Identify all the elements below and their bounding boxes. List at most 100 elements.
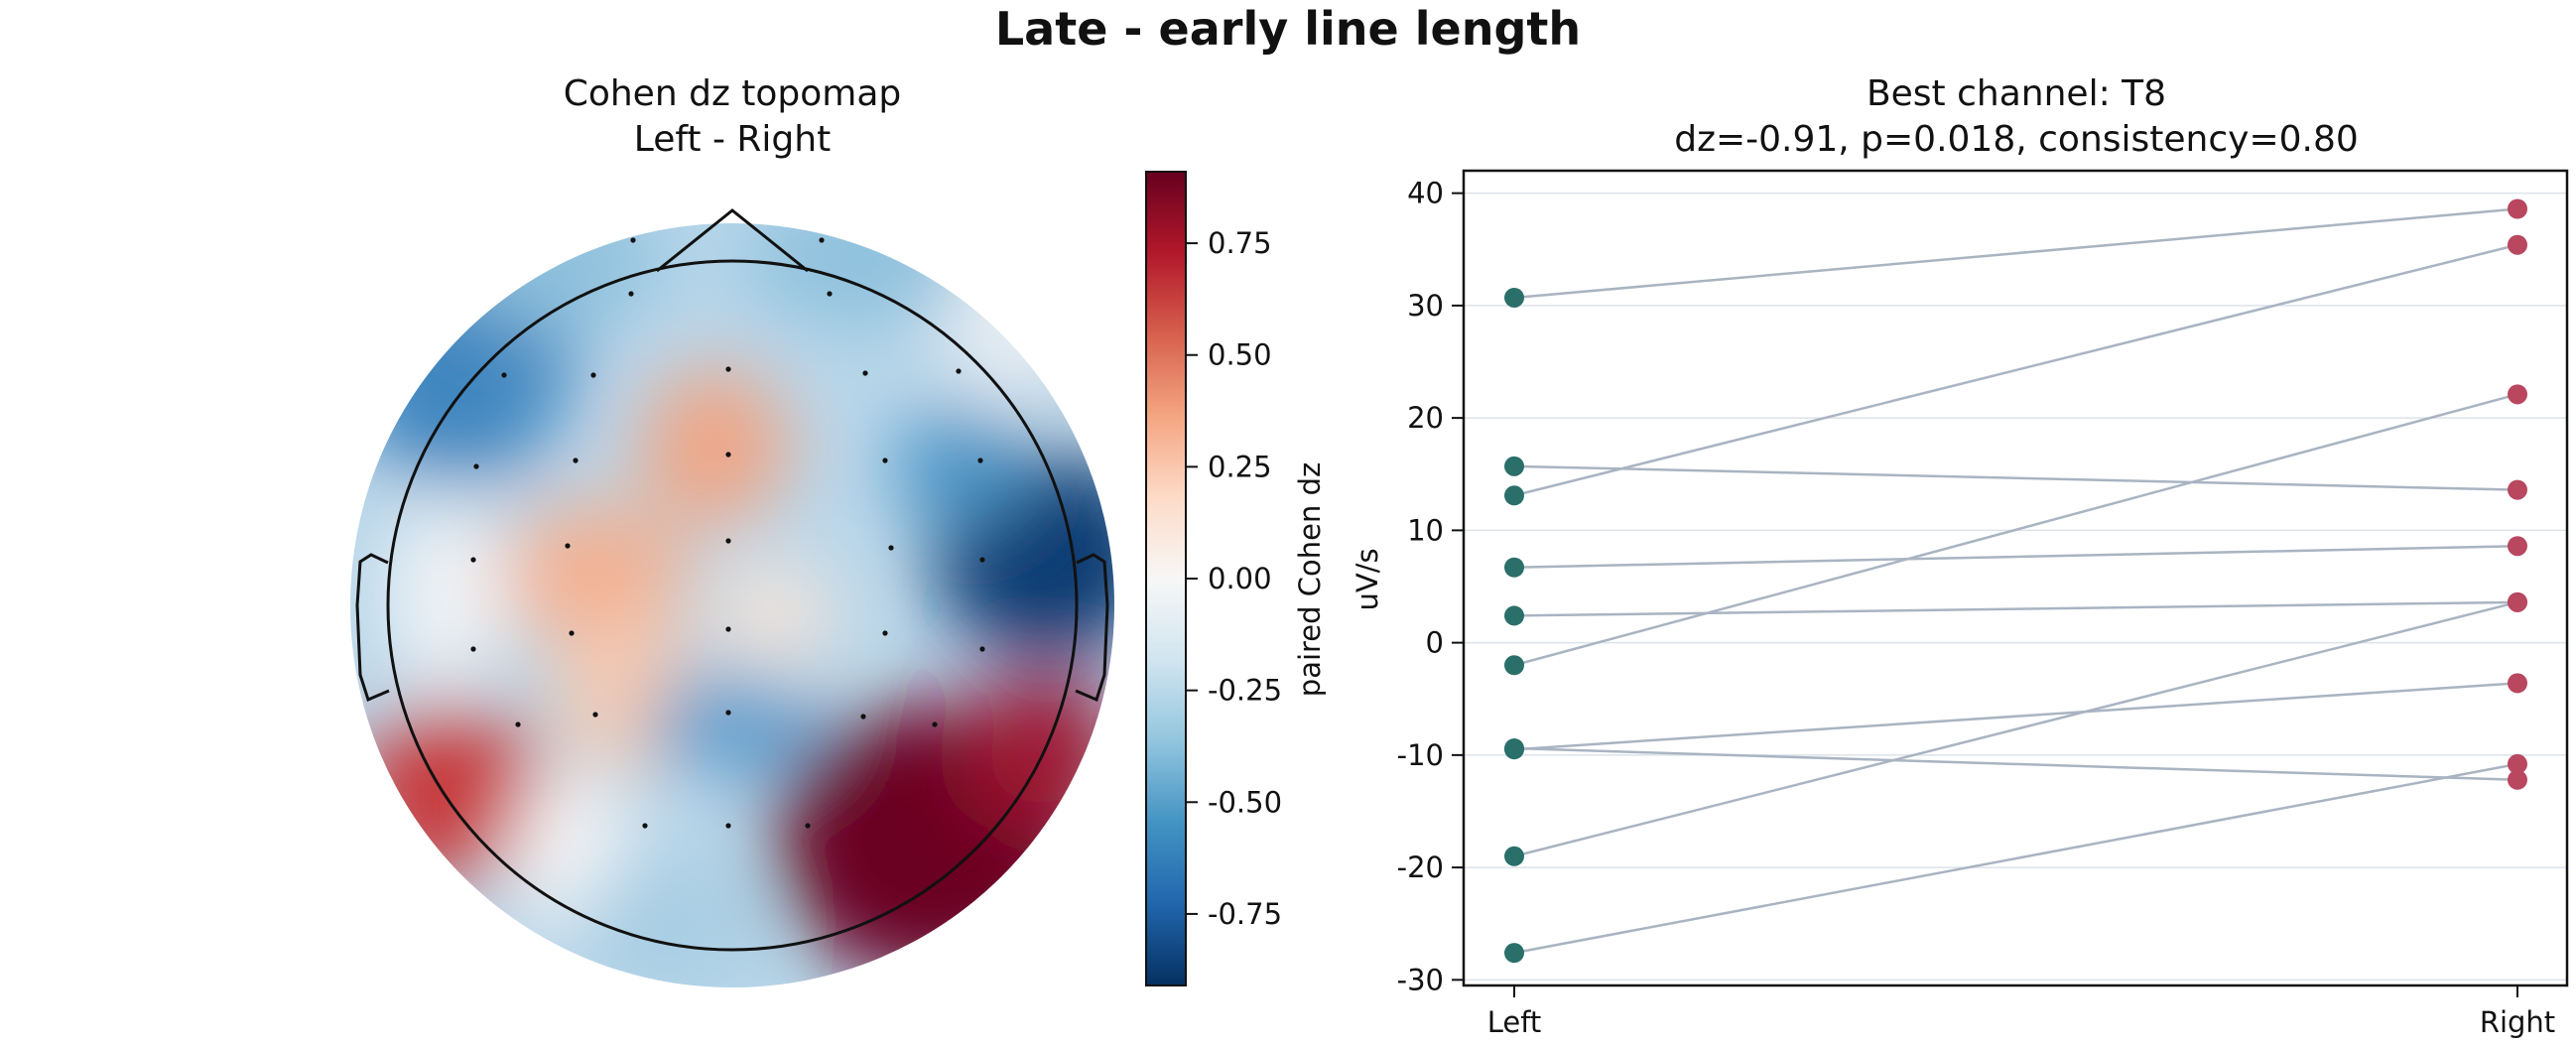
sensor-dot [827, 291, 833, 297]
plot-frame [1462, 169, 2569, 987]
left-point [1504, 287, 1524, 308]
y-axis-ticks: 40 30 20 10 0 -10 -20 -30 [1397, 177, 1464, 996]
x-tick-label: Right [2480, 1005, 2555, 1039]
sensor-dot [470, 646, 476, 652]
colorbar [1145, 171, 1187, 986]
right-point [2508, 591, 2527, 612]
left-point [1504, 605, 1524, 626]
left-point [1504, 655, 1524, 676]
colorbar-tick-label: 0.75 [1208, 226, 1272, 260]
left-ear-outline [355, 553, 390, 703]
sensor-dot [642, 823, 648, 829]
colorbar-tick-label: -0.75 [1208, 897, 1282, 931]
y-tick-label: 40 [1407, 177, 1444, 210]
sensor-dot [819, 237, 825, 243]
y-tick-label: -10 [1397, 738, 1444, 772]
colorbar-tick-label: 0.50 [1208, 338, 1272, 372]
subject-line [1513, 600, 2518, 857]
sensor-dot [979, 646, 985, 652]
left-point [1504, 846, 1524, 866]
subject-line [1513, 682, 2518, 751]
right-point [2508, 753, 2527, 774]
colorbar-ticks: 0.75 0.50 0.25 0.00 -0.25 -0.50 -0.75 [1186, 226, 1282, 931]
sensor-dot [630, 237, 636, 243]
sensor-dot [882, 458, 888, 463]
subject-line [1513, 544, 2518, 569]
left-point [1504, 943, 1524, 964]
subject-line [1513, 393, 2518, 667]
subject-line [1513, 600, 2518, 617]
sensor-dot [932, 721, 938, 727]
x-tick-label: Left [1487, 1005, 1542, 1039]
x-axis-ticks: Left Right [1487, 985, 2555, 1039]
colorbar-tick-label: -0.50 [1208, 785, 1282, 819]
y-tick-label: 30 [1407, 289, 1444, 323]
sensor-dot [725, 452, 731, 458]
sensor-dot [573, 458, 579, 463]
sensor-dot [515, 721, 521, 727]
sensor-dot [590, 372, 596, 378]
sensor-dot [569, 630, 575, 636]
sensor-dot [979, 557, 985, 563]
subject-line [1513, 243, 2518, 497]
sensor-dot [501, 372, 507, 378]
subject-line [1513, 207, 2518, 300]
right-point [2508, 769, 2527, 790]
sensor-dot [862, 370, 868, 376]
sensor-dot [725, 823, 731, 829]
topomap-title: Cohen dz topomap [564, 73, 902, 114]
sensor-dot [725, 538, 731, 544]
colorbar-label: paired Cohen dz [1293, 462, 1327, 697]
paired-lines [1513, 207, 2518, 955]
colorbar-tick-label: -0.25 [1208, 674, 1282, 708]
sensor-dot [882, 630, 888, 636]
right-points [2508, 198, 2527, 790]
y-tick-label: 0 [1426, 626, 1444, 660]
y-tick-label: 20 [1407, 401, 1444, 435]
sensor-dot [977, 458, 983, 463]
figure-title: Late - early line length [995, 2, 1581, 56]
colorbar-tick-label: 0.25 [1208, 450, 1272, 483]
left-point [1504, 485, 1524, 506]
topomap-subtitle: Left - Right [634, 119, 831, 160]
right-point [2508, 479, 2527, 500]
y-tick-label: -30 [1397, 963, 1444, 996]
y-tick-label: 10 [1407, 513, 1444, 547]
left-point [1504, 557, 1524, 578]
left-point [1504, 456, 1524, 476]
sensor-dot [956, 368, 962, 374]
sensor-dot [860, 714, 866, 720]
sensor-dot [628, 291, 634, 297]
paired-subtitle: dz=-0.91, p=0.018, consistency=0.80 [1674, 119, 2359, 160]
subject-line [1513, 464, 2518, 491]
subject-line [1513, 746, 2518, 782]
y-tick-label: -20 [1397, 851, 1444, 884]
colorbar-tick-label: 0.00 [1208, 562, 1272, 595]
sensor-dot [725, 366, 731, 372]
right-point [2508, 198, 2527, 219]
sensor-markers [470, 237, 985, 829]
sensor-dot [565, 543, 571, 549]
head-outline [386, 259, 1079, 952]
sensor-dot [805, 823, 811, 829]
subject-line [1513, 762, 2518, 955]
right-point [2508, 536, 2527, 557]
sensor-dot [725, 710, 731, 716]
left-points [1504, 287, 1524, 964]
y-gridlines [1465, 192, 2566, 982]
right-point [2508, 673, 2527, 694]
sensor-dot [592, 712, 598, 718]
sensor-dot [725, 626, 731, 632]
left-point [1504, 739, 1524, 760]
nose-outline [656, 208, 809, 273]
sensor-dot [473, 463, 479, 469]
right-ear-outline [1075, 553, 1109, 703]
right-point [2508, 384, 2527, 405]
topomap-heatmap [350, 208, 1114, 987]
sensor-dot [470, 557, 476, 563]
sensor-dot [888, 545, 894, 551]
y-axis-label: uV/s [1351, 548, 1384, 610]
right-point [2508, 234, 2527, 255]
paired-title: Best channel: T8 [1867, 73, 2166, 114]
